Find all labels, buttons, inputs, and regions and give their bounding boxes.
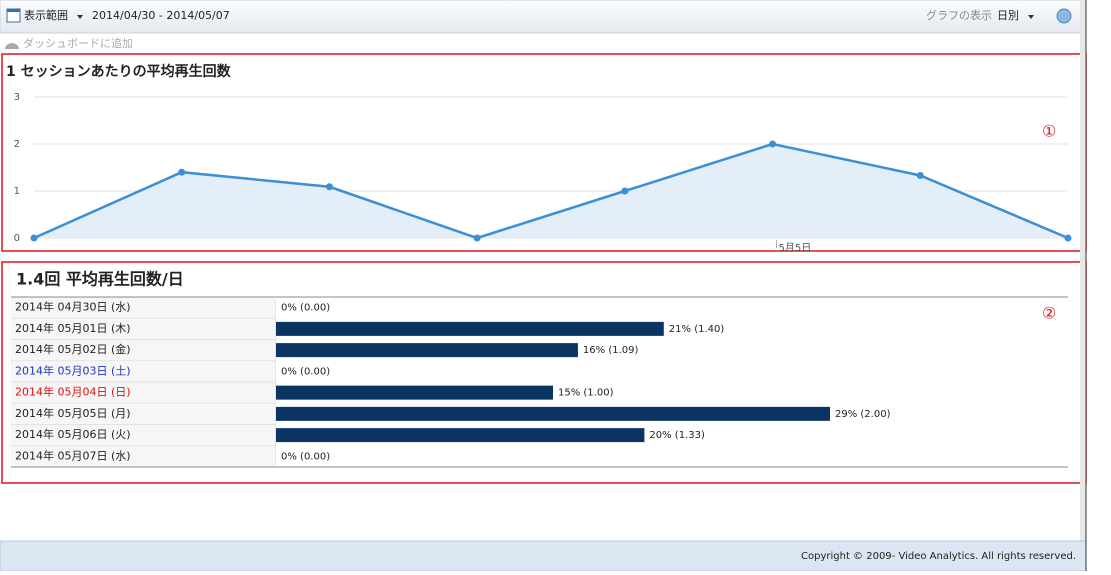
row-date: 2014年 05月04日 (日) bbox=[15, 385, 131, 399]
background bbox=[0, 0, 1086, 571]
area bbox=[34, 144, 1068, 238]
row-date: 2014年 05月07日 (水) bbox=[15, 448, 131, 462]
graph-mode[interactable]: 日別 bbox=[997, 9, 1019, 22]
date-cell bbox=[11, 297, 275, 318]
date-cell bbox=[11, 340, 275, 361]
bar bbox=[276, 406, 830, 421]
bar bbox=[276, 428, 645, 443]
point bbox=[621, 187, 629, 195]
point bbox=[325, 183, 333, 191]
bar bbox=[276, 321, 664, 336]
date-cell bbox=[11, 425, 275, 446]
date-cell bbox=[11, 382, 275, 403]
add-dashboard[interactable]: ダッシュボードに追加 bbox=[23, 36, 133, 50]
point bbox=[30, 234, 38, 242]
date-cell bbox=[11, 318, 275, 339]
summary: 1.4回 平均再生回数/日 bbox=[16, 270, 184, 289]
point bbox=[1064, 234, 1072, 242]
y-tick-label: 2 bbox=[14, 139, 20, 150]
chart-title: 1 セッションあたりの平均再生回数 bbox=[6, 63, 232, 80]
y-tick-label: 3 bbox=[14, 92, 20, 103]
bar-label: 29% (2.00) bbox=[835, 409, 891, 420]
point bbox=[769, 140, 777, 148]
row-date: 2014年 05月06日 (火) bbox=[15, 427, 131, 441]
help-icon[interactable] bbox=[1056, 8, 1072, 24]
date-cell bbox=[11, 446, 275, 467]
bar-label: 20% (1.33) bbox=[649, 430, 705, 441]
bar-label: 21% (1.40) bbox=[669, 324, 725, 335]
dashboard-icon bbox=[5, 43, 19, 49]
point bbox=[473, 234, 481, 242]
row-date: 2014年 05月01日 (木) bbox=[15, 321, 131, 335]
bar-label: 15% (1.00) bbox=[558, 388, 614, 399]
bar-label: 0% (0.00) bbox=[281, 303, 330, 314]
calendar-icon-top bbox=[7, 9, 20, 12]
copyright: Copyright © 2009- Video Analytics. All r… bbox=[801, 551, 1076, 562]
bar-label: 0% (0.00) bbox=[281, 366, 330, 377]
row-date: 2014年 05月05日 (月) bbox=[15, 406, 131, 420]
bar-label: 16% (1.09) bbox=[583, 345, 639, 356]
range-label[interactable]: 表示範囲 bbox=[24, 8, 68, 22]
line bbox=[33, 142, 1069, 240]
date-cell bbox=[11, 361, 275, 382]
dropdown-arrow bbox=[1028, 15, 1034, 19]
y-tick-label: 1 bbox=[14, 186, 20, 197]
dropdown-arrow bbox=[77, 15, 83, 19]
x-tick-label: 5月5日 bbox=[779, 242, 812, 254]
bar bbox=[276, 343, 578, 358]
bar-label: 0% (0.00) bbox=[281, 451, 330, 462]
date-cell bbox=[11, 403, 275, 424]
row-date: 2014年 05月03日 (土) bbox=[15, 363, 131, 377]
point bbox=[178, 168, 186, 176]
date-range: 2014/04/30 - 2014/05/07 bbox=[92, 9, 230, 22]
point bbox=[916, 171, 924, 179]
scrollbar[interactable] bbox=[1080, 0, 1086, 541]
graph-label: グラフの表示 bbox=[926, 8, 992, 22]
y-tick-label: 0 bbox=[14, 233, 20, 244]
toolbar bbox=[0, 0, 1087, 34]
row-date: 2014年 05月02日 (金) bbox=[15, 342, 131, 356]
annotation: ① bbox=[1042, 122, 1056, 141]
row-date: 2014年 04月30日 (水) bbox=[15, 300, 131, 314]
bar bbox=[276, 385, 553, 400]
annotation: ② bbox=[1042, 304, 1056, 323]
